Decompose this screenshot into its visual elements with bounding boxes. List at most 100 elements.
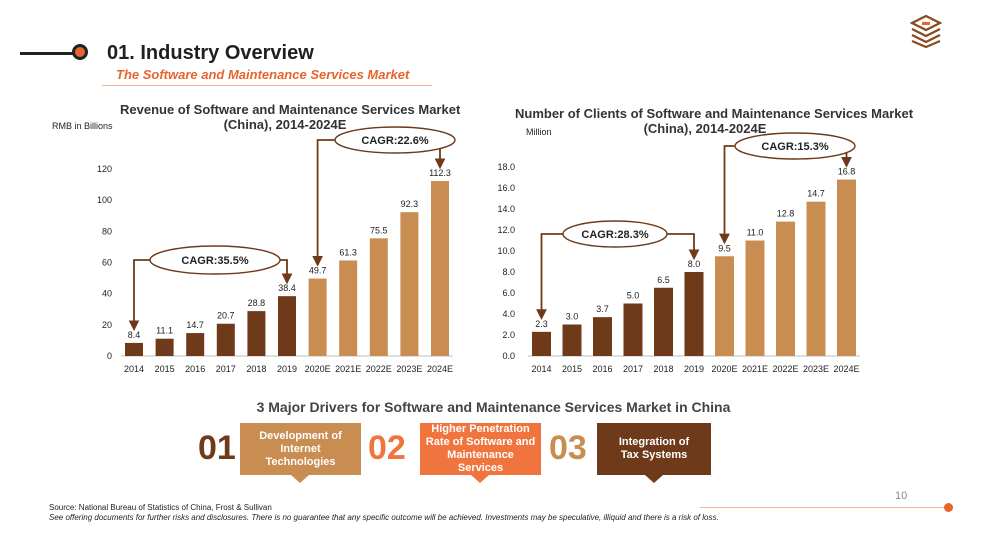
- cagr-bubble: [149, 245, 281, 275]
- bar-value-label: 5.0: [627, 291, 640, 301]
- bar: [806, 201, 826, 356]
- bar-value-label: 2.3: [535, 319, 548, 329]
- bar: [431, 180, 449, 356]
- y-tick-label: 4.0: [502, 309, 515, 319]
- disclaimer: See offering documents for further risks…: [49, 513, 719, 522]
- cagr-arrow-start: [128, 259, 150, 332]
- page-title: 01. Industry Overview: [107, 42, 314, 64]
- x-tick-label: 2023E: [396, 364, 422, 374]
- driver-1-number: 01: [198, 429, 236, 467]
- cagr-label: CAGR:28.3%: [581, 229, 648, 241]
- y-tick-label: 8.0: [502, 267, 515, 277]
- title-accent-line: [20, 52, 76, 55]
- bar: [684, 272, 704, 356]
- bar-value-label: 12.8: [777, 209, 795, 219]
- bar-value-label: 16.8: [838, 167, 856, 177]
- driver-3-pointer: [645, 475, 663, 483]
- bar-value-label: 11.0: [747, 228, 764, 238]
- bar-value-label: 8.0: [688, 259, 701, 269]
- x-tick-label: 2024E: [833, 364, 859, 374]
- y-tick-label: 20: [102, 320, 112, 330]
- chart-2-title-line-2: (China), 2014-2024E: [643, 121, 767, 136]
- cagr-arrow-end: [667, 233, 700, 261]
- subtitle-underline: [102, 85, 432, 86]
- x-tick-label: 2016: [185, 364, 205, 374]
- bar-value-label: 9.5: [718, 243, 731, 253]
- chart-1-title-line-1: Revenue of Software and Maintenance Serv…: [120, 102, 461, 117]
- footer-accent-dot: [944, 503, 953, 512]
- page-subtitle: The Software and Maintenance Services Ma…: [116, 67, 410, 82]
- x-tick-label: 2023E: [803, 364, 829, 374]
- bar-value-label: 75.5: [370, 225, 388, 235]
- bar-value-label: 38.4: [278, 283, 296, 293]
- driver-1-pointer: [291, 475, 309, 483]
- x-tick-label: 2024E: [427, 364, 453, 374]
- bar: [776, 221, 795, 356]
- bar-value-label: 92.3: [401, 199, 419, 209]
- x-tick-label: 2022E: [772, 364, 798, 374]
- bar: [562, 324, 582, 356]
- x-tick-label: 2015: [562, 364, 582, 374]
- y-tick-label: 80: [102, 226, 112, 236]
- bar: [278, 296, 296, 356]
- footer-accent-line: [700, 507, 946, 508]
- y-tick-label: 18.0: [497, 162, 515, 172]
- bar: [216, 323, 235, 356]
- bar: [623, 303, 643, 356]
- chart-1-unit-label: RMB in Billions: [52, 121, 113, 131]
- bar-value-label: 11.1: [156, 326, 173, 336]
- x-tick-label: 2018: [653, 364, 673, 374]
- chart-1-title: Revenue of Software and Maintenance Serv…: [120, 102, 461, 132]
- x-tick-label: 2015: [155, 364, 175, 374]
- bar-value-label: 28.8: [248, 298, 266, 308]
- bar-value-label: 49.7: [309, 266, 327, 276]
- y-tick-label: 14.0: [497, 204, 515, 214]
- revenue-chart: 0 20 40 60 80 100 120 8.4 2014 11.1 2015 14.7 2016 20…: [97, 126, 456, 374]
- driver-1-text: Development of Internet Technologies: [259, 429, 342, 468]
- driver-1-box: Development of Internet Technologies: [240, 423, 361, 475]
- bar: [125, 342, 143, 356]
- clients-chart: 0.0 2.0 4.0 6.0 8.0 10.0 12.0 14.0 16.0 18.0 2.3 20…: [497, 132, 860, 374]
- x-tick-label: 2018: [246, 364, 266, 374]
- bar: [715, 256, 734, 356]
- x-tick-label: 2017: [216, 364, 236, 374]
- x-tick-label: 2014: [124, 364, 144, 374]
- bar-value-label: 8.4: [128, 330, 141, 340]
- bar: [400, 212, 419, 356]
- bar-value-label: 20.7: [217, 311, 235, 321]
- source-note: Source: National Bureau of Statistics of…: [49, 503, 272, 512]
- bar: [654, 287, 673, 356]
- cagr-arrow-start: [719, 145, 735, 245]
- x-tick-label: 2022E: [366, 364, 392, 374]
- bar: [593, 317, 612, 356]
- bar-value-label: 14.7: [807, 189, 825, 199]
- driver-3-box: Integration of Tax Systems: [597, 423, 711, 475]
- bar: [186, 333, 205, 356]
- x-tick-label: 2021E: [335, 364, 361, 374]
- chart-2-unit-label: Million: [526, 127, 552, 137]
- cagr-bubble: [734, 132, 856, 160]
- chart-2-title-line-1: Number of Clients of Software and Mainte…: [515, 106, 914, 121]
- driver-2-text: Higher Penetration Rate of Software and …: [425, 423, 536, 474]
- bar: [369, 238, 388, 356]
- y-tick-label: 0.0: [502, 351, 515, 361]
- cagr-label: CAGR:35.5%: [181, 255, 248, 267]
- bar: [155, 338, 174, 356]
- y-tick-label: 2.0: [502, 330, 515, 340]
- x-tick-label: 2017: [623, 364, 643, 374]
- bar-value-label: 61.3: [339, 247, 357, 257]
- x-tick-label: 2016: [592, 364, 612, 374]
- y-tick-label: 12.0: [497, 225, 515, 235]
- x-tick-label: 2014: [531, 364, 551, 374]
- y-tick-label: 6.0: [502, 288, 515, 298]
- chart-2-title: Number of Clients of Software and Mainte…: [515, 106, 914, 136]
- x-tick-label: 2019: [277, 364, 297, 374]
- bar: [532, 331, 551, 356]
- company-logo-icon: [910, 14, 942, 48]
- cagr-label: CAGR:22.6%: [361, 135, 428, 147]
- y-tick-label: 16.0: [497, 183, 515, 193]
- y-tick-label: 0: [107, 351, 112, 361]
- driver-3-text: Integration of Tax Systems: [618, 436, 690, 461]
- bar-value-label: 3.7: [596, 304, 609, 314]
- bar: [745, 240, 765, 356]
